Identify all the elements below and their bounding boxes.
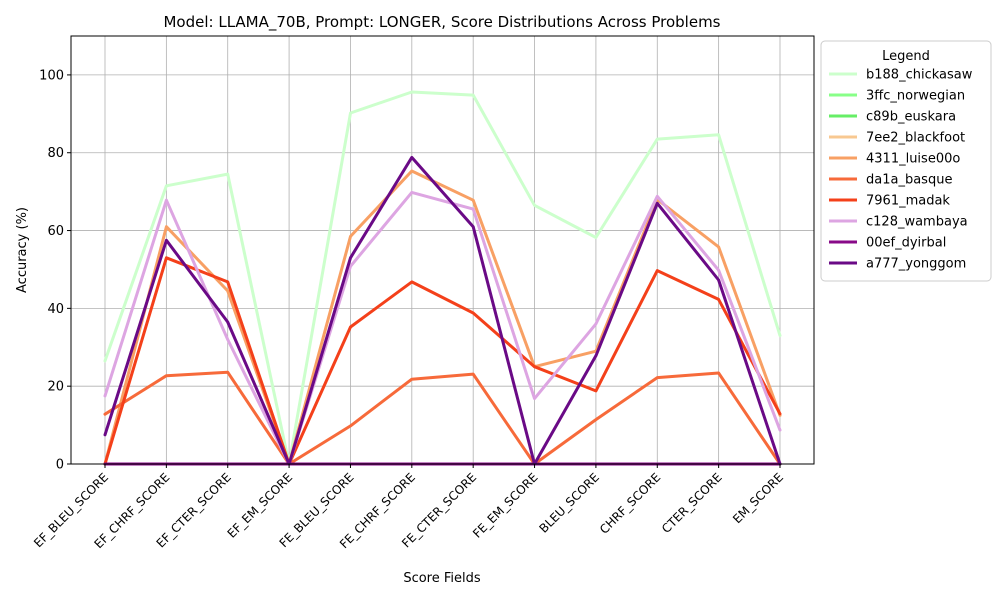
x-axis-ticks: EF_BLEU_SCOREEF_CHRF_SCOREEF_CTER_SCOREE… bbox=[31, 464, 786, 551]
y-tick-label: 100 bbox=[39, 68, 64, 83]
legend: Legend b188_chickasaw 3ffc_norwegian c89b_… bbox=[820, 40, 992, 282]
x-tick-label: CHRF_SCORE bbox=[597, 470, 663, 536]
y-tick-label: 40 bbox=[47, 302, 64, 317]
series-lines bbox=[103, 90, 782, 466]
chart-title: Model: LLAMA_70B, Prompt: LONGER, Score … bbox=[163, 13, 720, 32]
series-line-da1a_basque bbox=[103, 370, 782, 466]
series-line-c128_wambaya bbox=[103, 190, 782, 466]
y-tick-label: 80 bbox=[47, 146, 64, 161]
y-tick-label: 60 bbox=[47, 224, 64, 239]
y-axis-label: Accuracy (%) bbox=[15, 207, 30, 293]
legend-label: 7961_madak bbox=[866, 194, 950, 209]
legend-label: 00ef_dyirbal bbox=[866, 236, 946, 251]
legend-items: b188_chickasaw 3ffc_norwegian c89b_euskara… bbox=[829, 68, 973, 272]
series-line-4311_luise00o bbox=[103, 169, 782, 466]
legend-label: 7ee2_blackfoot bbox=[866, 131, 965, 146]
x-tick-label: EF_EM_SCORE bbox=[225, 470, 296, 541]
x-tick-label: FE_EM_SCORE bbox=[470, 470, 541, 541]
x-axis-label: Score Fields bbox=[403, 571, 481, 586]
legend-label: 4311_luise00o bbox=[866, 152, 960, 167]
x-tick-label: BLEU_SCORE bbox=[537, 470, 603, 536]
legend-label: c128_wambaya bbox=[866, 215, 968, 230]
legend-label: da1a_basque bbox=[866, 173, 952, 188]
legend-title: Legend bbox=[882, 49, 930, 64]
y-tick-label: 0 bbox=[56, 458, 64, 473]
legend-label: b188_chickasaw bbox=[866, 68, 973, 83]
series-line-7961_madak bbox=[103, 256, 782, 466]
x-tick-label: EM_SCORE bbox=[730, 470, 786, 526]
legend-label: a777_yonggom bbox=[866, 257, 966, 272]
x-tick-label: CTER_SCORE bbox=[659, 470, 725, 536]
series-line-b188_chickasaw bbox=[103, 90, 782, 466]
y-tick-label: 20 bbox=[47, 380, 64, 395]
series-line-a777_yonggom bbox=[103, 155, 782, 466]
y-axis-ticks: 0 20 40 60 80 100 bbox=[39, 68, 71, 473]
legend-label: 3ffc_norwegian bbox=[866, 89, 965, 104]
legend-label: c89b_euskara bbox=[866, 110, 956, 125]
legend-frame bbox=[820, 40, 992, 282]
plot-frame bbox=[70, 35, 815, 465]
